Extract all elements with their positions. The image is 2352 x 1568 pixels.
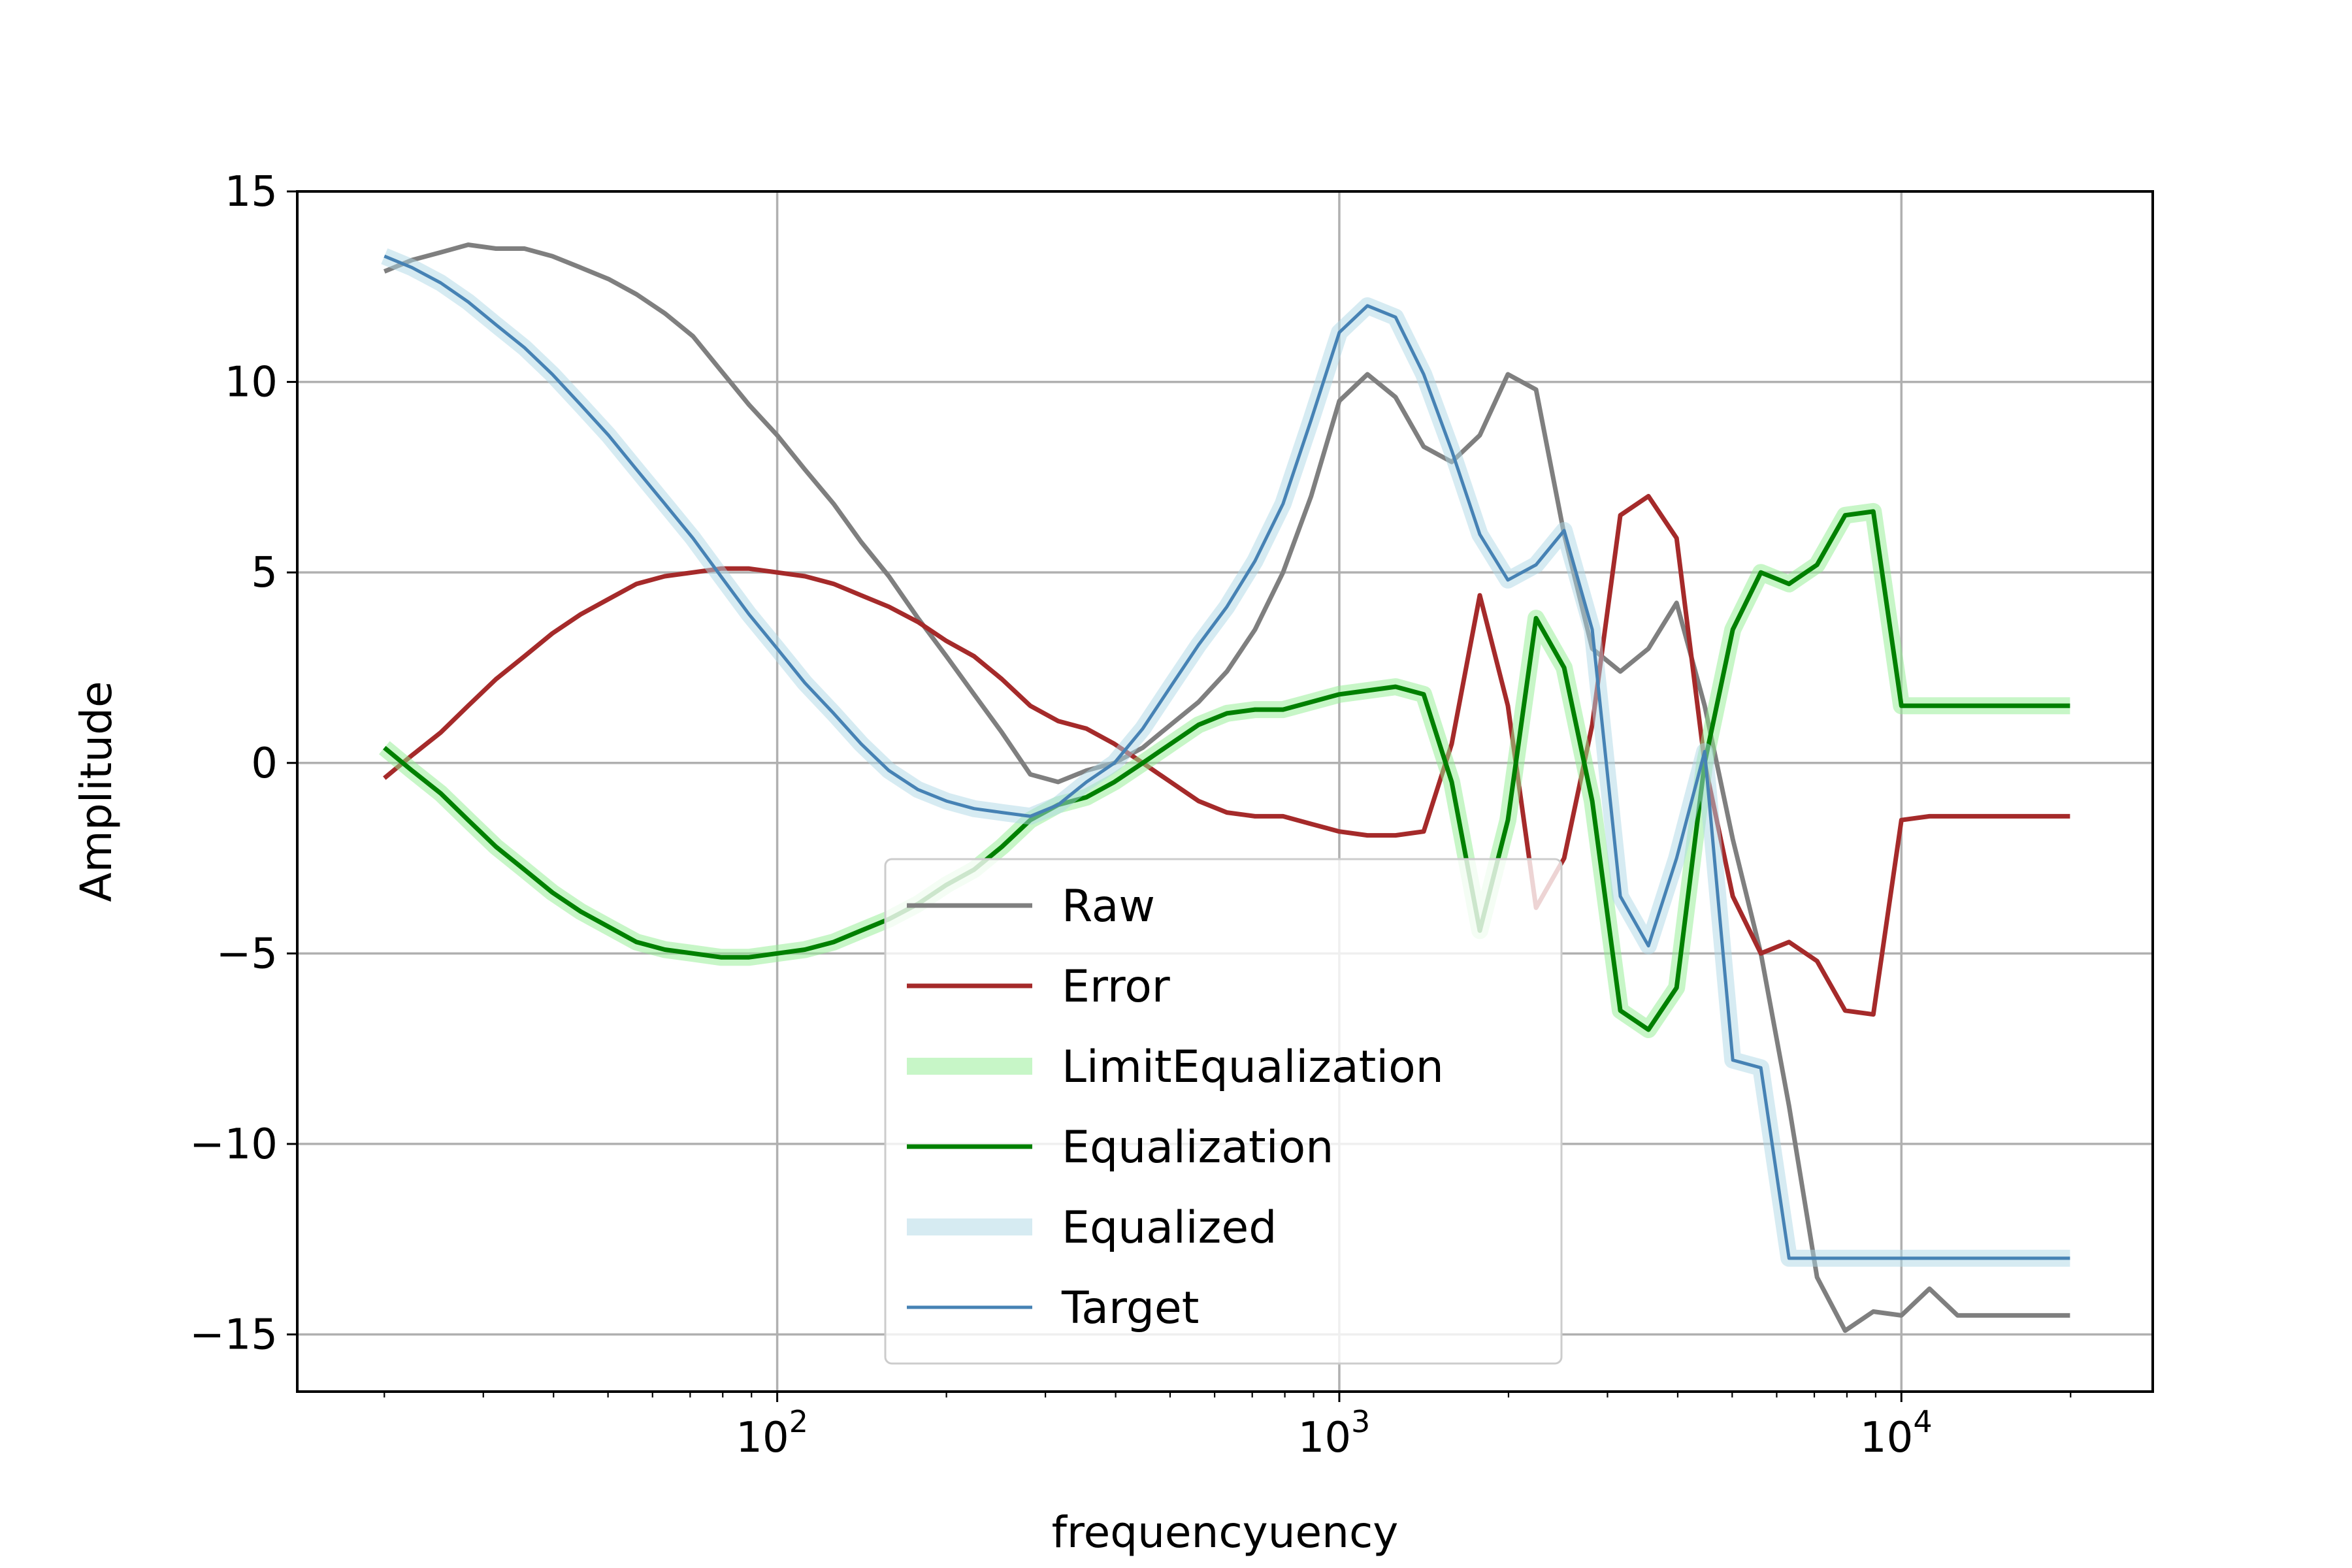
series-target-line	[384, 254, 2070, 1260]
legend-label-raw: Raw	[1062, 881, 1155, 932]
series-raw-line	[383, 242, 2070, 1333]
plot-frame	[296, 190, 2154, 1393]
legend-box	[884, 858, 1563, 1365]
y-axis-label: Amplitude	[71, 681, 122, 902]
y-tick-label: 15	[225, 168, 278, 216]
series-error-line	[383, 494, 2070, 1017]
y-tick-label: −15	[189, 1311, 278, 1360]
y-tick-label: −10	[189, 1120, 278, 1169]
legend-label-target: Target	[1061, 1282, 1199, 1334]
legend-label-equalized: Equalized	[1062, 1202, 1277, 1254]
series-equalization-line	[383, 509, 2070, 1032]
y-tick-label: 5	[251, 549, 278, 597]
legend: Raw Error LimitEqualization Equalization Equ…	[884, 858, 1563, 1365]
y-tick-label: 0	[251, 740, 278, 788]
legend-label-error: Error	[1062, 961, 1170, 1013]
x-axis-label: frequencyuency	[1052, 1507, 1399, 1558]
legend-label-limitequalization: LimitEqualization	[1062, 1041, 1444, 1093]
y-tick-label: −5	[216, 930, 278, 978]
series-layer	[379, 242, 2070, 1333]
legend-label-equalization: Equalization	[1062, 1122, 1333, 1173]
y-tick-label: 10	[225, 359, 278, 407]
